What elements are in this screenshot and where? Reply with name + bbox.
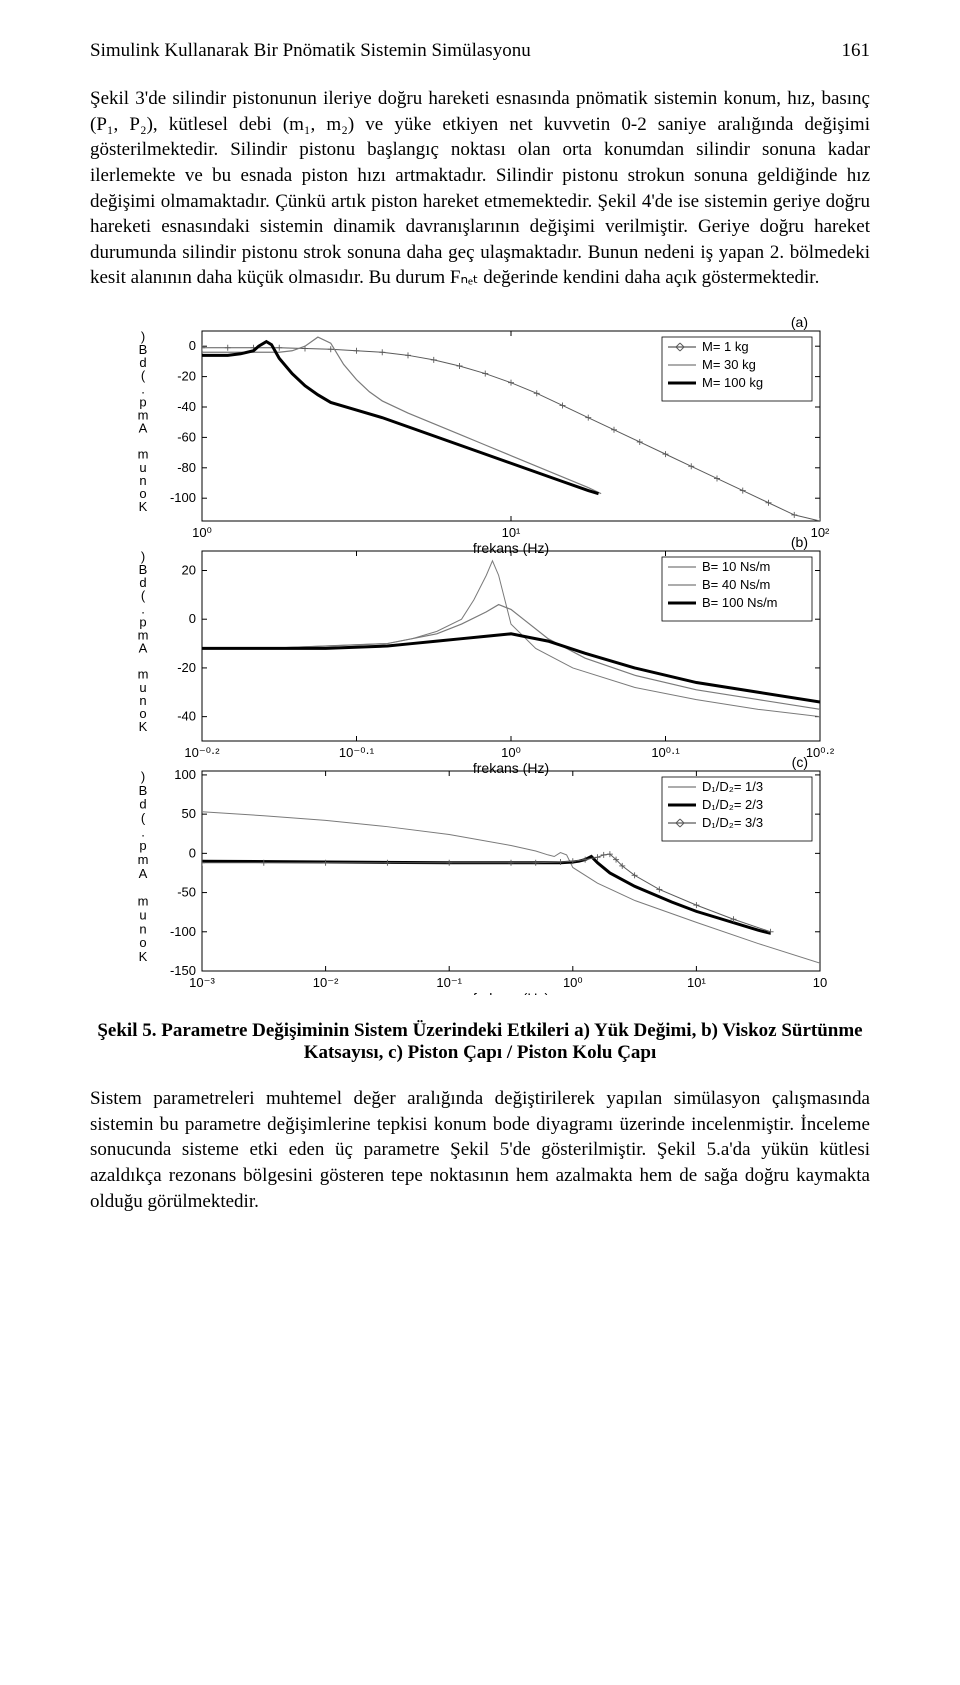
svg-text:(b): (b) (791, 534, 808, 550)
figure-5: 0-20-40-60-80-10010⁰10¹10²frekans (Hz))B… (120, 315, 840, 1000)
svg-text:M= 100 kg: M= 100 kg (702, 375, 763, 390)
svg-text:K: K (139, 719, 150, 734)
svg-text:0: 0 (189, 611, 196, 626)
svg-text:10²: 10² (811, 525, 830, 540)
svg-text:): ) (141, 769, 147, 784)
svg-text:-40: -40 (177, 709, 196, 724)
svg-text:10⁻⁰·¹: 10⁻⁰·¹ (339, 745, 375, 760)
svg-text:frekans (Hz): frekans (Hz) (473, 990, 549, 995)
svg-text:10⁻⁰·²: 10⁻⁰·² (184, 745, 220, 760)
svg-text:M= 1 kg: M= 1 kg (702, 339, 749, 354)
page-number: 161 (842, 40, 871, 62)
svg-text:u: u (139, 908, 148, 923)
svg-text:-20: -20 (177, 369, 196, 384)
figure-5-caption: Şekil 5. Parametre Değişiminin Sistem Üz… (90, 1020, 870, 1064)
svg-text:10⁻¹: 10⁻¹ (436, 975, 462, 990)
svg-text:-100: -100 (170, 924, 196, 939)
svg-text:K: K (139, 949, 150, 964)
svg-text:10¹: 10¹ (687, 975, 706, 990)
svg-text:-40: -40 (177, 399, 196, 414)
running-header: Simulink Kullanarak Bir Pnömatik Sistemi… (90, 40, 870, 62)
svg-text:10: 10 (813, 975, 827, 990)
svg-text:100: 100 (174, 767, 196, 782)
svg-text:A: A (139, 421, 150, 436)
svg-text:M= 30 kg: M= 30 kg (702, 357, 756, 372)
svg-text:K: K (139, 499, 150, 514)
svg-text:0: 0 (189, 845, 196, 860)
svg-text:(: ( (141, 811, 147, 826)
svg-text:B= 10 Ns/m: B= 10 Ns/m (702, 559, 770, 574)
svg-text:(a): (a) (791, 315, 808, 330)
svg-text:d: d (139, 797, 148, 812)
svg-text:-50: -50 (177, 885, 196, 900)
svg-text:10⁰: 10⁰ (192, 525, 212, 540)
svg-text:m: m (138, 894, 151, 909)
svg-text:frekans (Hz): frekans (Hz) (473, 760, 549, 776)
svg-text:50: 50 (182, 806, 196, 821)
svg-text:D₁/D₂= 3/3: D₁/D₂= 3/3 (702, 815, 763, 830)
svg-text:.: . (141, 825, 147, 840)
svg-text:-20: -20 (177, 660, 196, 675)
svg-text:A: A (139, 866, 150, 881)
svg-text:10⁰: 10⁰ (501, 745, 521, 760)
svg-text:D₁/D₂= 2/3: D₁/D₂= 2/3 (702, 797, 763, 812)
svg-text:n: n (139, 921, 148, 936)
figure-5-svg: 0-20-40-60-80-10010⁰10¹10²frekans (Hz))B… (120, 315, 840, 995)
svg-text:B= 100 Ns/m: B= 100 Ns/m (702, 595, 778, 610)
svg-text:A: A (139, 641, 150, 656)
svg-text:D₁/D₂= 1/3: D₁/D₂= 1/3 (702, 779, 763, 794)
svg-text:10⁻²: 10⁻² (313, 975, 339, 990)
svg-text:10⁰·¹: 10⁰·¹ (651, 745, 680, 760)
svg-text:B= 40 Ns/m: B= 40 Ns/m (702, 577, 770, 592)
running-title: Simulink Kullanarak Bir Pnömatik Sistemi… (90, 40, 531, 62)
intro-paragraph: Şekil 3'de silindir pistonunun ileriye d… (90, 86, 870, 291)
svg-text:10¹: 10¹ (502, 525, 521, 540)
svg-text:20: 20 (182, 563, 196, 578)
svg-text:-80: -80 (177, 460, 196, 475)
svg-text:-60: -60 (177, 430, 196, 445)
svg-text:o: o (139, 935, 148, 950)
svg-text:0: 0 (189, 338, 196, 353)
svg-text:10⁰·²: 10⁰·² (806, 745, 835, 760)
svg-text:10⁻³: 10⁻³ (189, 975, 215, 990)
svg-text:m: m (138, 852, 151, 867)
svg-text:B: B (139, 783, 150, 798)
svg-text:p: p (139, 838, 148, 853)
closing-paragraph: Sistem parametreleri muhtemel değer aral… (90, 1086, 870, 1214)
svg-text:-100: -100 (170, 490, 196, 505)
svg-text:10⁰: 10⁰ (563, 975, 583, 990)
svg-text:(c): (c) (792, 754, 808, 770)
